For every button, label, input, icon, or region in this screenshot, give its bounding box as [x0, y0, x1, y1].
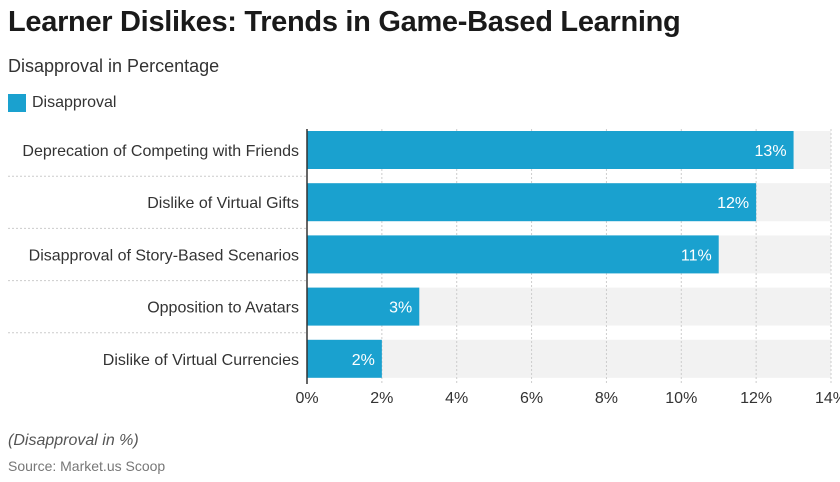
legend: Disapproval: [8, 94, 116, 112]
bar-track: [307, 339, 831, 378]
x-tick-label: 0%: [295, 390, 318, 407]
chart-source: Source: Market.us Scoop: [8, 458, 166, 474]
category-label: Opposition to Avatars: [147, 300, 299, 317]
chart-note: (Disapproval in %): [8, 432, 139, 449]
x-tick-label: 8%: [595, 390, 618, 407]
bar: [307, 339, 382, 378]
category-label: Disapproval of Story-Based Scenarios: [29, 247, 299, 264]
chart-subtitle: Disapproval in Percentage: [8, 56, 220, 76]
bar: [307, 287, 420, 326]
bar-value-label: 2%: [352, 352, 375, 369]
x-tick-label: 12%: [740, 390, 772, 407]
category-label: Deprecation of Competing with Friends: [22, 143, 299, 160]
category-label: Dislike of Virtual Currencies: [103, 352, 299, 369]
category-label: Dislike of Virtual Gifts: [147, 195, 299, 212]
bar-value-label: 12%: [717, 195, 749, 212]
bar-value-label: 13%: [755, 143, 787, 160]
bar: [307, 235, 719, 274]
x-tick-label: 10%: [665, 390, 697, 407]
chart-title: Learner Dislikes: Trends in Game-Based L…: [8, 6, 681, 38]
legend-label: Disapproval: [32, 94, 117, 111]
bar-value-label: 11%: [681, 247, 712, 264]
x-tick-label: 6%: [520, 390, 543, 407]
x-tick-label: 2%: [370, 390, 393, 407]
bar-value-label: 3%: [389, 300, 412, 317]
x-tick-label: 14%: [815, 390, 840, 407]
x-tick-label: 4%: [445, 390, 468, 407]
legend-swatch: [8, 94, 26, 112]
bar: [307, 183, 757, 222]
bar: [307, 131, 794, 169]
